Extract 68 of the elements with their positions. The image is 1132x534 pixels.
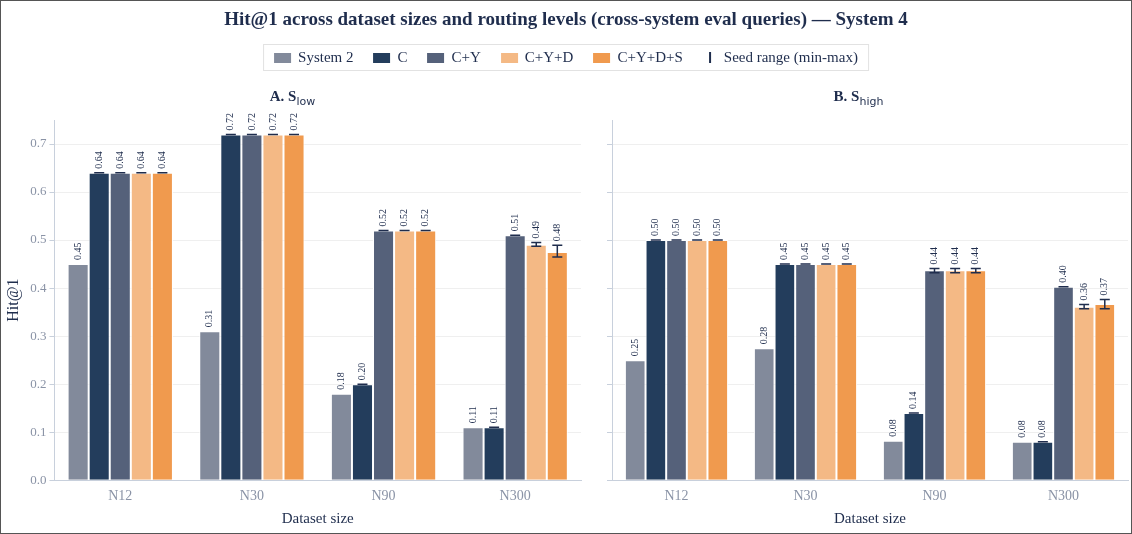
x-tick-label: N30 [239,488,264,504]
x-tick-label: N300 [499,488,531,504]
data-label: 0.50 [649,218,661,237]
data-label: 0.64 [92,151,104,169]
data-label: 0.50 [670,218,682,237]
legend-label: System 2 [298,49,354,66]
data-label: 0.45 [799,242,811,261]
data-label: 0.45 [778,242,790,261]
data-label: 0.50 [711,218,723,237]
x-tick-label: N300 [1047,488,1080,504]
data-label: 0.31 [203,309,215,328]
chart-subtitle: A. S$_{low}$ [268,88,317,108]
x-axis-title: Dataset size [281,509,355,526]
data-label: 0.20 [356,362,368,381]
data-label: 0.36 [1077,282,1089,301]
data-label: 0.72 [266,112,278,131]
data-label: 0.14 [907,391,919,409]
y-tick-label: 0.0 [30,471,47,487]
data-label: 0.11 [466,406,478,424]
text: Seed range (min-max) [723,49,858,66]
data-label: 0.45 [840,242,852,261]
data-label: 0.72 [287,112,299,131]
x-tick-label: N90 [371,488,396,504]
data-label: 0.72 [224,112,236,131]
x-axis-title: Dataset size [833,509,907,526]
data-label: 0.51 [508,213,520,232]
data-label: 0.52 [398,208,410,227]
x-tick-label: N12 [664,488,689,504]
data-label: 0.45 [71,242,83,261]
y-tick-label: 0.4 [30,279,47,295]
data-label: 0.40 [1057,265,1069,283]
y-tick-label: 0.7 [30,135,47,151]
data-label: 0.64 [113,151,125,169]
y-axis-title: Hit@1 [3,278,22,322]
data-label: 0.25 [628,338,640,357]
data-label: 0.64 [134,151,146,169]
y-tick-label: 0.2 [30,375,47,391]
data-label: 0.28 [757,326,769,345]
data-label: 0.72 [245,112,257,131]
data-label: 0.50 [690,218,702,237]
x-tick-label: N90 [922,488,947,504]
data-label: 0.11 [487,406,499,424]
data-label: 0.49 [529,220,541,239]
y-tick-label: 0.6 [30,183,47,199]
data-label: 0.44 [969,246,981,265]
data-label: 0.52 [377,208,389,227]
data-label: 0.08 [1015,420,1027,438]
data-label: 0.18 [335,372,347,390]
y-tick-label: 0.5 [30,231,47,247]
legend-label: C+Y+D+S [617,49,683,66]
data-label: 0.64 [156,151,168,169]
data-label: 0.44 [948,246,960,265]
x-tick-label: N12 [108,488,133,504]
legend-label: C+Y [451,49,481,66]
y-tick-label: 0.1 [30,423,47,439]
chart-title: Hit@1 across dataset sizes and routing levels (cross-system eval queries) — System 4 [223,8,909,30]
x-tick-label: N30 [793,488,818,504]
data-label: 0.48 [550,223,562,242]
data-label: 0.08 [1036,420,1048,438]
y-tick-label: 0.3 [30,327,47,343]
chart-subtitle: B. S$_{high}$ [832,88,885,108]
data-label: 0.45 [819,242,831,261]
data-label: 0.44 [928,246,940,265]
legend-label: C+Y+D [524,49,574,66]
data-label: 0.08 [886,419,898,437]
data-label: 0.37 [1098,278,1110,296]
data-label: 0.52 [419,208,431,227]
legend-label: C [397,49,408,66]
